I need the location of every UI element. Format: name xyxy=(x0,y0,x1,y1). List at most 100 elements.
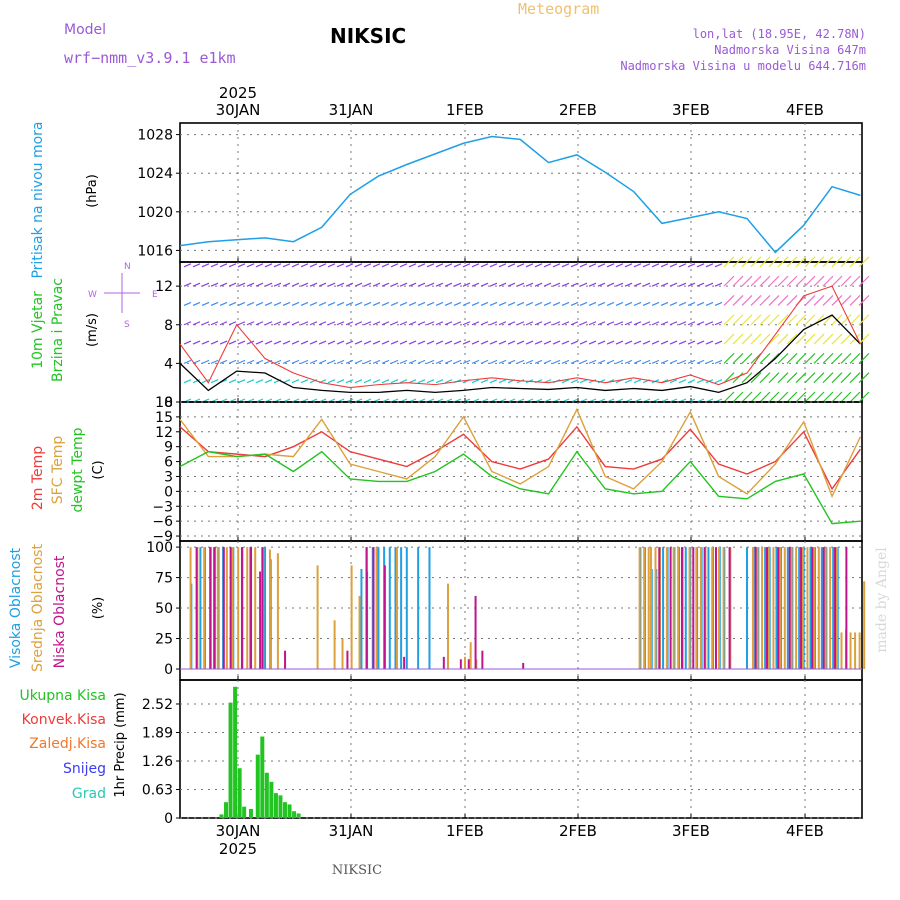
wind-barb xyxy=(750,333,762,345)
wind-barb xyxy=(318,263,327,268)
wind-barb xyxy=(489,301,498,306)
compass-icon: N E W S xyxy=(88,262,158,330)
wind-barb xyxy=(795,256,807,268)
wind-barb xyxy=(633,282,642,287)
wind-barb xyxy=(480,359,489,364)
wind-barb xyxy=(201,282,210,287)
bottom-date-label: 3FEB xyxy=(672,822,710,840)
wind-barb xyxy=(462,359,471,364)
bottom-date-label: 1FEB xyxy=(446,822,484,840)
wind-barb xyxy=(597,263,606,268)
wind-barb xyxy=(444,379,453,384)
wind-barb xyxy=(750,372,762,384)
wind-barb xyxy=(201,263,210,268)
wind-barb xyxy=(840,333,852,345)
wind-barb xyxy=(678,301,687,306)
pressure-title: Pritisak na nivou mora xyxy=(30,121,46,278)
wind-barb xyxy=(381,301,390,306)
wind-barb xyxy=(759,295,771,306)
precip-bar xyxy=(273,793,278,818)
wind-barb xyxy=(525,282,534,287)
wind-barb xyxy=(345,282,354,287)
wind-barb xyxy=(291,359,300,364)
wind-barb xyxy=(291,282,300,287)
wind-barb xyxy=(327,340,336,345)
wind-barb xyxy=(669,379,678,384)
wind-barb xyxy=(453,301,462,306)
wind-barb xyxy=(237,379,246,384)
wind-barb xyxy=(255,340,264,345)
wind-barb xyxy=(579,263,588,268)
y-tick-label: 4 xyxy=(164,356,173,372)
cloud-labels-group: Visoka Oblacnost Srednja Oblacnost Niska… xyxy=(8,544,106,672)
bottom-date-label: 30JAN xyxy=(216,822,261,840)
y-tick-label: 100 xyxy=(146,540,173,556)
wind-barb xyxy=(480,263,489,268)
wind-barb xyxy=(408,301,417,306)
wind-barb xyxy=(291,321,300,326)
wind-barb xyxy=(372,379,381,384)
wind-barb xyxy=(858,391,870,403)
wind-barb xyxy=(606,340,615,345)
wind-barb xyxy=(354,301,363,306)
wind-barb xyxy=(840,295,852,306)
y-tick-label: 1024 xyxy=(137,166,173,182)
wind-barb xyxy=(768,275,780,287)
panel-frame xyxy=(179,679,863,819)
wind-barb xyxy=(678,379,687,384)
wind-barb xyxy=(444,359,453,364)
bottom-date-labels: 30JAN 31JAN 1FEB 2FEB 3FEB 4FEB xyxy=(216,822,824,840)
wind-barb xyxy=(426,321,435,326)
wind-barb xyxy=(300,379,309,384)
wind-barb xyxy=(570,321,579,326)
wind-barb xyxy=(390,282,399,287)
wind-barb xyxy=(687,263,696,268)
precip-bar xyxy=(264,772,269,818)
wind-barb xyxy=(480,282,489,287)
cloud-mid-label: Srednja Oblacnost xyxy=(30,544,46,672)
wind-barb xyxy=(363,282,372,287)
wind-barb xyxy=(858,295,870,306)
wind-barb xyxy=(408,263,417,268)
pressure-unit: (hPa) xyxy=(85,174,100,208)
wind-barb xyxy=(498,282,507,287)
y-tick-label: 12 xyxy=(155,279,173,295)
compass-letter: N xyxy=(124,262,131,272)
wind-barb xyxy=(192,263,201,268)
wind-barb xyxy=(570,379,579,384)
wind-barb xyxy=(849,275,861,287)
wind-barb xyxy=(435,379,444,384)
wind-barb xyxy=(750,275,762,287)
y-tick-label: 2.52 xyxy=(142,697,173,713)
wind-barb xyxy=(813,372,825,384)
wind-barb xyxy=(579,340,588,345)
wind-barb xyxy=(309,359,318,364)
wind-barb xyxy=(210,379,219,384)
wind-barb xyxy=(408,340,417,345)
wind-barb xyxy=(228,263,237,268)
wind-barb xyxy=(291,263,300,268)
wind-barb xyxy=(624,321,633,326)
wind-barb xyxy=(777,391,789,403)
wind-barb xyxy=(633,340,642,345)
wind-barb xyxy=(480,379,489,384)
wind-barb xyxy=(804,275,816,287)
wind-barb xyxy=(732,256,744,268)
wind-barb xyxy=(426,340,435,345)
wind-barb xyxy=(183,301,192,306)
wind-barb xyxy=(840,314,852,326)
wind-barb xyxy=(525,359,534,364)
wind-barb xyxy=(768,295,780,306)
wind-barb xyxy=(417,282,426,287)
wind-barb xyxy=(543,263,552,268)
wind-barb xyxy=(822,372,834,384)
wind-barb xyxy=(498,379,507,384)
wind-barb xyxy=(462,340,471,345)
wind-barb xyxy=(543,321,552,326)
wind-barb xyxy=(687,301,696,306)
wind-barb xyxy=(714,282,723,287)
wind-barb xyxy=(723,372,735,384)
bottom-date-label: 2FEB xyxy=(559,822,597,840)
wind-barb xyxy=(372,301,381,306)
wind-barb xyxy=(849,295,861,306)
